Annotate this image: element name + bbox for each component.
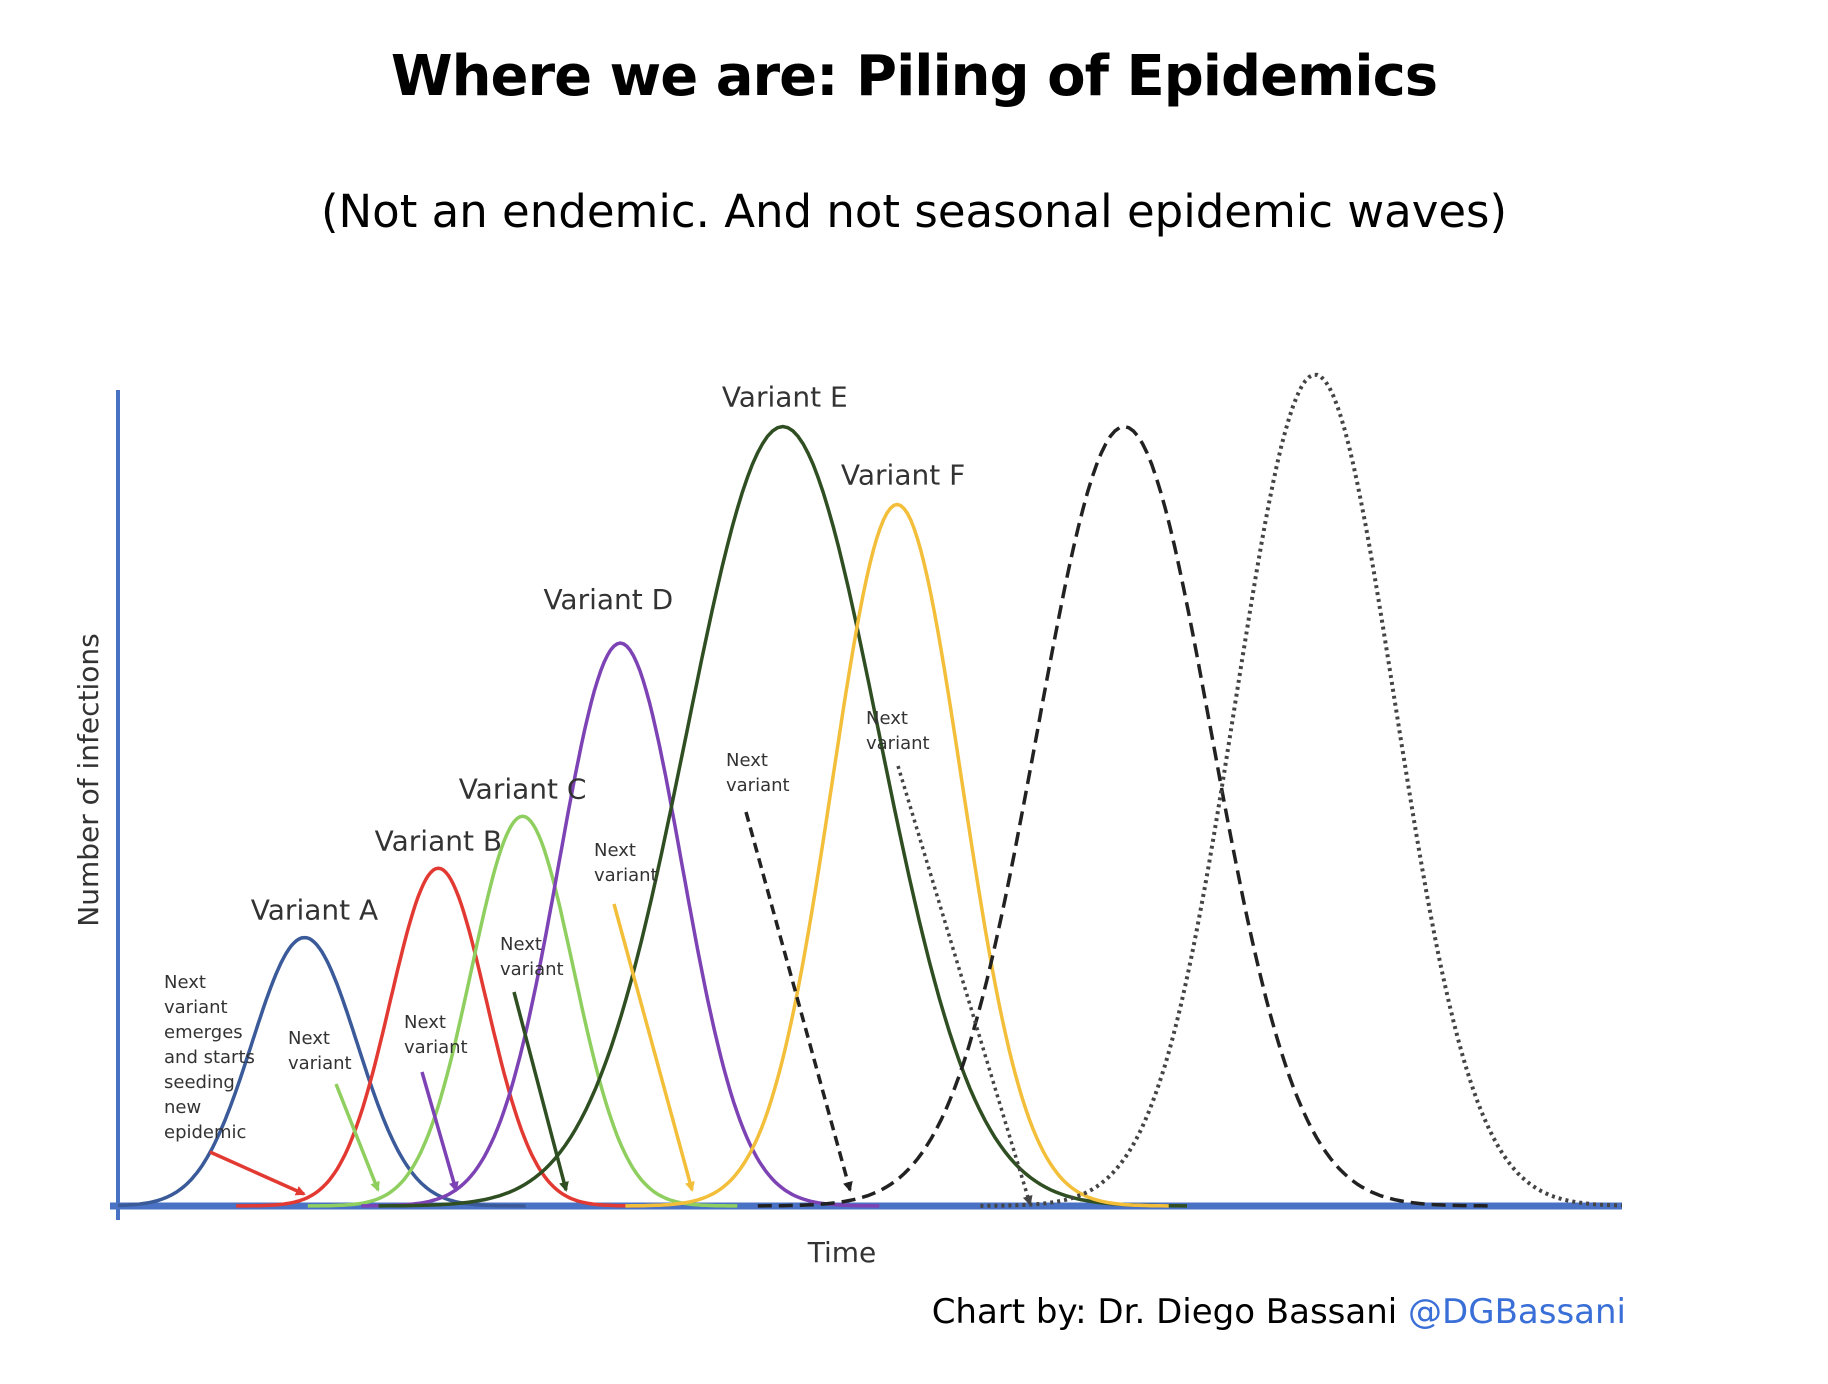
annotation-note: Next variant: [594, 840, 658, 886]
chart-title: Where we are: Piling of Epidemics: [390, 44, 1438, 109]
annotation-line: Next: [866, 708, 908, 729]
annotation-line: new: [164, 1097, 201, 1118]
annotation-line: variant: [866, 733, 930, 754]
credit-handle[interactable]: @DGBassani: [1408, 1292, 1626, 1332]
curve-variant-f: [625, 502, 1169, 1208]
label-variant-c: Variant C: [459, 772, 587, 805]
label-variant-e: Variant E: [722, 381, 848, 414]
annotation-line: epidemic: [164, 1122, 246, 1143]
annotation-arrow: [612, 903, 695, 1192]
curve-variant-b: [236, 866, 641, 1208]
annotation-arrow: [896, 765, 1033, 1206]
label-variant-f: Variant F: [841, 459, 965, 492]
annotation-line: emerges: [164, 1022, 243, 1043]
chart-labels: Variant A Variant B Variant C Variant D Vari…: [164, 381, 965, 1143]
annotation-line: Next: [404, 1012, 446, 1033]
annotation-arrows: [209, 765, 1033, 1206]
label-variant-d: Variant D: [543, 583, 673, 616]
annotation-note: Next variant: [500, 934, 564, 980]
annotation-line: Next: [164, 972, 206, 993]
chart-credit: Chart by: Dr. Diego Bassani @DGBassani: [932, 1292, 1626, 1332]
curve-future-7: [980, 372, 1623, 1208]
label-variant-a: Variant A: [251, 894, 378, 927]
annotation-line: Next: [288, 1028, 330, 1049]
annotation-line: variant: [164, 997, 228, 1018]
annotation-note: Next variant: [726, 750, 790, 796]
annotation-arrow: [744, 811, 853, 1192]
annotation-line: and starts: [164, 1047, 255, 1068]
annotation-line: seeding: [164, 1072, 235, 1093]
annotation-arrow: [209, 1150, 306, 1196]
curve-variant-d: [361, 641, 880, 1208]
annotation-arrow: [334, 1083, 380, 1192]
annotation-line: Next: [594, 840, 636, 861]
y-axis-label: Number of infections: [72, 633, 105, 927]
chart-subtitle: (Not an endemic. And not seasonal epidem…: [320, 185, 1508, 238]
annotation-line: variant: [500, 959, 564, 980]
label-variant-b: Variant B: [375, 824, 502, 857]
variant-curves: [117, 372, 1623, 1208]
annotation-line: variant: [404, 1037, 468, 1058]
annotation-arrow: [420, 1071, 459, 1192]
credit-text: Chart by: Dr. Diego Bassani: [931, 1292, 1398, 1332]
annotation-line: variant: [594, 865, 658, 886]
annotation-note: Next variant: [404, 1012, 468, 1058]
curve-variant-c: [307, 814, 738, 1208]
annotation-note: Next variant emerges and starts seeding new ep…: [164, 972, 255, 1143]
annotation-note: Next variant: [866, 708, 930, 754]
x-axis-label: Time: [807, 1236, 877, 1269]
annotation-line: variant: [288, 1053, 352, 1074]
chart-axes: Time Number of infections: [72, 390, 1622, 1269]
annotation-arrow: [512, 991, 569, 1192]
annotation-line: Next: [500, 934, 542, 955]
annotation-note: Next variant: [288, 1028, 352, 1074]
annotation-line: variant: [726, 775, 790, 796]
curve-future-6: [757, 424, 1491, 1208]
curve-variant-e: [378, 424, 1187, 1208]
annotation-line: Next: [726, 750, 768, 771]
